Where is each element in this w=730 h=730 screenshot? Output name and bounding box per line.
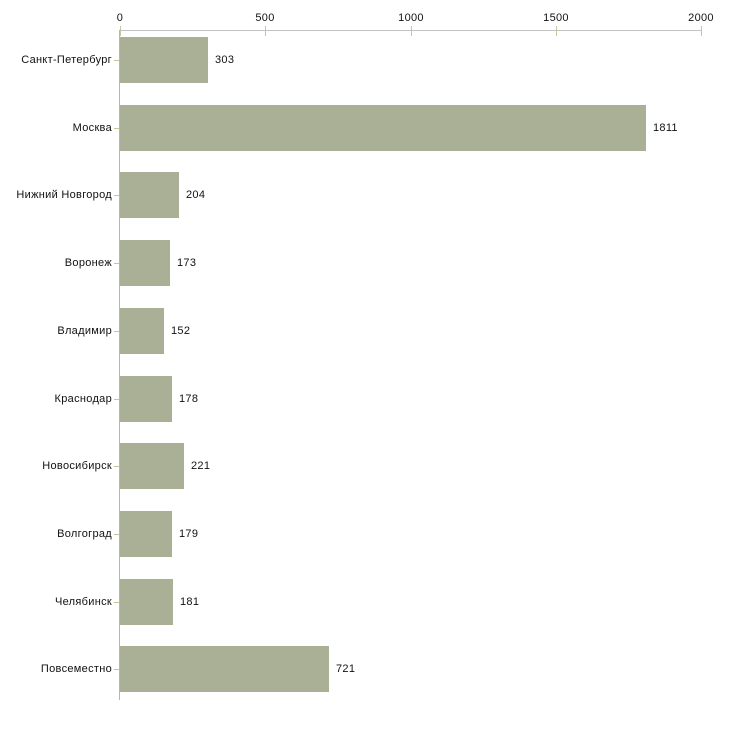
bar-value-label: 303 xyxy=(215,54,235,66)
y-tick xyxy=(114,466,119,467)
bar xyxy=(120,308,164,354)
bar xyxy=(120,37,208,83)
category-label: Владимир xyxy=(57,325,112,337)
bar-value-label: 1811 xyxy=(653,122,678,134)
category-label: Волгоград xyxy=(57,528,112,540)
category-label: Повсеместно xyxy=(40,663,112,675)
bar-value-label: 152 xyxy=(171,325,191,337)
bar xyxy=(120,240,170,286)
y-tick xyxy=(114,195,119,196)
x-tick xyxy=(120,26,121,36)
y-tick xyxy=(114,128,119,129)
x-tick-label: 500 xyxy=(255,12,275,24)
y-tick xyxy=(114,263,119,264)
bar-value-label: 221 xyxy=(191,460,211,472)
bar xyxy=(120,376,172,422)
bar xyxy=(120,105,646,151)
bar-value-label: 721 xyxy=(336,663,356,675)
category-label: Челябинск xyxy=(55,596,112,608)
category-label: Краснодар xyxy=(54,393,112,405)
category-label: Новосибирск xyxy=(42,460,112,472)
bar-value-label: 204 xyxy=(186,189,206,201)
bar-value-label: 173 xyxy=(177,257,197,269)
x-tick-label: 1500 xyxy=(543,12,569,24)
y-tick xyxy=(114,331,119,332)
y-axis-line xyxy=(119,30,120,700)
y-tick xyxy=(114,60,119,61)
y-tick xyxy=(114,602,119,603)
category-label: Нижний Новгород xyxy=(16,189,112,201)
x-tick-label: 1000 xyxy=(398,12,424,24)
y-tick xyxy=(114,669,119,670)
category-label: Москва xyxy=(72,122,112,134)
y-tick xyxy=(114,534,119,535)
bar-value-label: 181 xyxy=(180,596,200,608)
x-tick-label: 0 xyxy=(116,12,124,24)
x-tick xyxy=(701,26,702,36)
x-tick xyxy=(411,26,412,36)
x-tick xyxy=(556,26,557,36)
bar-value-label: 179 xyxy=(179,528,199,540)
category-label: Санкт-Петербург xyxy=(21,54,112,66)
x-tick-label: 2000 xyxy=(688,12,714,24)
bar xyxy=(120,511,172,557)
bar xyxy=(120,646,329,692)
y-tick xyxy=(114,399,119,400)
bar xyxy=(120,443,184,489)
x-tick xyxy=(265,26,266,36)
bar-value-label: 178 xyxy=(179,393,199,405)
bar xyxy=(120,579,173,625)
bar xyxy=(120,172,179,218)
category-label: Воронеж xyxy=(64,257,112,269)
